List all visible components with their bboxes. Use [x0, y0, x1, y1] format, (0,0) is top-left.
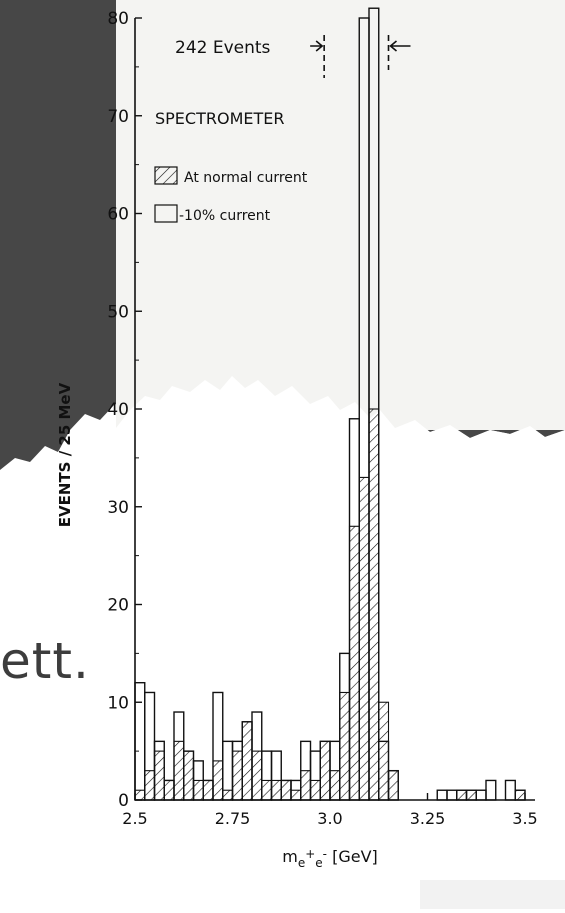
- open-bar: [514, 789, 526, 801]
- hatched-bar: [183, 750, 195, 801]
- x-tick-label: 3.0: [317, 809, 342, 828]
- annotations: 242 Events SPECTROMETER At normal current -…: [154, 35, 411, 224]
- bottom-fade: [420, 880, 565, 909]
- x-tick-label: 2.75: [215, 809, 251, 828]
- legend-label: At normal current: [184, 170, 308, 186]
- hatched-bar: [368, 408, 380, 801]
- hatched-bar: [319, 740, 331, 801]
- hatched-bar: [251, 750, 263, 801]
- torn-paper-edge: [116, 376, 565, 440]
- hatched-bar: [378, 701, 390, 801]
- hatched-bar: [348, 525, 360, 801]
- hatched-bar: [514, 789, 526, 801]
- open-bar: [387, 769, 399, 801]
- y-axis-label: EVENTS / 25 MeV: [56, 382, 74, 527]
- y-tick-label: 0: [118, 791, 129, 811]
- hatched-bar: [261, 779, 273, 801]
- y-tick-label: 50: [107, 302, 129, 322]
- hatched-bar: [339, 691, 351, 801]
- histogram-bars: [134, 7, 526, 801]
- x-tick-label: 2.5: [122, 809, 147, 828]
- hatched-bar: [358, 476, 370, 801]
- slide-text-fragment: ett.: [0, 632, 90, 690]
- hatched-bar: [290, 789, 302, 801]
- open-bar: [436, 789, 448, 801]
- x-tick-label: 3.5: [512, 809, 537, 828]
- hatched-bar: [231, 750, 243, 801]
- legend-open-swatch: [154, 204, 178, 223]
- hatched-bar: [153, 750, 165, 801]
- y-tick-label: 10: [107, 693, 129, 713]
- hatched-bar: [212, 760, 224, 801]
- axes: 0 10 20 30 40 50 60 70 80 2.5 2.75 3.0 3.25 3.5 EVENTS…: [56, 9, 538, 870]
- hatched-bar: [241, 721, 253, 801]
- open-bar: [134, 682, 146, 801]
- open-bar: [446, 789, 458, 801]
- hatched-bar: [300, 770, 312, 801]
- events-annotation: 242 Events: [175, 38, 271, 58]
- hatched-bar: [173, 740, 185, 801]
- chart-paper: [116, 0, 565, 430]
- y-tick-label: 20: [107, 596, 129, 616]
- open-bar: [504, 779, 516, 801]
- hatched-bar: [144, 770, 156, 801]
- y-tick-label: 80: [107, 9, 129, 29]
- x-axis-label: me+e- [GeV]: [282, 847, 378, 870]
- hatched-bar: [280, 779, 292, 801]
- open-bar: [368, 7, 380, 801]
- hatched-bar: [456, 789, 468, 801]
- hatched-bar: [222, 789, 234, 801]
- y-tick-label: 70: [107, 107, 129, 127]
- hatched-bar: [192, 779, 204, 801]
- x-tick-label: 3.25: [410, 809, 446, 828]
- legend-hatched-swatch: [154, 166, 178, 185]
- y-tick-label: 30: [107, 498, 129, 518]
- hatched-bar: [163, 779, 175, 801]
- open-bar: [153, 740, 165, 801]
- y-tick-label: 60: [107, 205, 129, 225]
- open-bar: [485, 779, 497, 801]
- y-tick-label: 40: [107, 400, 129, 420]
- hatched-bar: [270, 779, 282, 801]
- hatched-bar: [465, 789, 477, 801]
- hatched-bar: [202, 779, 214, 801]
- hatched-bar: [134, 789, 146, 801]
- legend-title: SPECTROMETER: [155, 109, 284, 128]
- arrow-right: [310, 40, 324, 52]
- legend-label: -10% current: [179, 208, 271, 224]
- hatched-bar: [387, 770, 399, 801]
- hatched-bar: [309, 779, 321, 801]
- open-bar: [475, 789, 487, 801]
- open-bar: [270, 750, 282, 801]
- arrow-left: [389, 40, 411, 52]
- hatched-bar: [329, 770, 341, 801]
